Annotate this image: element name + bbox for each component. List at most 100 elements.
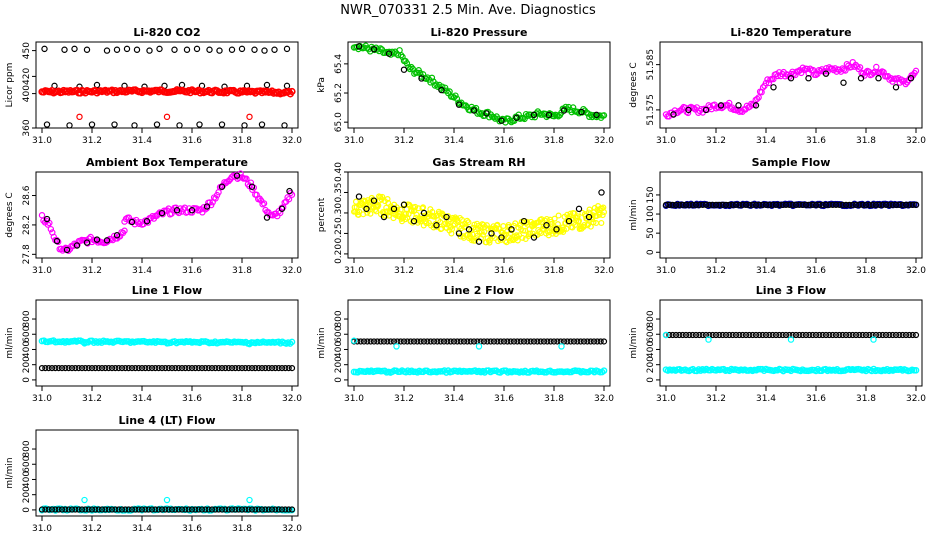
data-point — [407, 338, 414, 345]
data-point — [475, 238, 483, 245]
data-point — [121, 227, 128, 234]
data-point — [802, 201, 810, 208]
data-point — [43, 215, 51, 223]
data-point — [93, 81, 101, 89]
data-point — [62, 365, 69, 372]
series-0 — [41, 45, 291, 54]
data-point — [464, 217, 471, 224]
plot-marks — [662, 58, 920, 120]
data-point — [275, 365, 282, 372]
data-point — [212, 195, 219, 202]
plot-frame — [659, 41, 923, 129]
data-point — [819, 201, 826, 208]
data-point — [792, 331, 800, 339]
x-tick-label: 31.6 — [182, 524, 202, 534]
panel-title: Li-820 Temperature — [730, 26, 851, 39]
data-point — [390, 205, 398, 213]
data-point — [555, 212, 562, 219]
data-point — [580, 338, 588, 345]
x-tick-label: 31.0 — [32, 524, 52, 534]
data-point — [787, 75, 795, 82]
data-point — [281, 122, 288, 129]
x-tick-label: 31.4 — [444, 266, 464, 276]
data-point — [93, 236, 101, 243]
data-point — [470, 107, 478, 114]
data-point — [208, 365, 216, 372]
data-point — [500, 223, 507, 230]
x-tick-label: 31.2 — [82, 136, 102, 146]
y-axis-label: ml/min — [5, 457, 15, 488]
data-point — [430, 338, 438, 345]
x-tick-label: 31.8 — [544, 394, 564, 404]
data-point — [772, 201, 780, 208]
data-point — [460, 338, 468, 345]
data-point — [507, 338, 514, 345]
data-point — [829, 201, 836, 208]
data-point — [75, 506, 82, 513]
data-point — [152, 506, 159, 513]
plot-marks — [38, 45, 296, 129]
plot-marks — [351, 189, 607, 246]
data-point — [108, 365, 116, 372]
data-point — [756, 201, 763, 208]
data-point — [457, 233, 464, 240]
data-point — [111, 121, 118, 128]
data-point — [524, 338, 531, 345]
data-point — [769, 331, 776, 339]
data-point — [438, 86, 445, 94]
data-point — [411, 70, 418, 77]
data-point — [889, 201, 896, 208]
data-point — [380, 213, 388, 221]
data-point — [558, 343, 565, 350]
y-axis-label: degrees C — [629, 62, 639, 107]
data-point — [232, 506, 239, 513]
data-point — [565, 217, 573, 225]
data-point — [892, 201, 900, 208]
data-point — [88, 506, 96, 513]
data-point — [418, 75, 425, 82]
data-point — [545, 111, 553, 119]
data-point — [245, 506, 252, 513]
data-point — [716, 201, 723, 208]
data-point — [551, 215, 558, 222]
y-tick-label: 65.2 — [334, 83, 344, 103]
data-point — [832, 331, 840, 339]
data-point — [218, 121, 226, 128]
series-1 — [350, 337, 565, 350]
data-point — [285, 506, 292, 513]
panel-title: Line 1 Flow — [132, 284, 202, 297]
data-point — [423, 220, 430, 227]
data-point — [483, 222, 490, 229]
data-point — [702, 331, 710, 339]
panel-title: Li-820 Pressure — [431, 26, 528, 39]
data-point — [584, 338, 591, 345]
data-point — [906, 201, 913, 208]
data-point — [912, 201, 920, 208]
data-point — [587, 223, 594, 230]
data-point — [65, 365, 72, 372]
data-point — [92, 365, 99, 372]
data-point — [590, 219, 597, 226]
x-tick-label: 31.8 — [232, 394, 252, 404]
data-point — [265, 506, 272, 513]
data-point — [547, 338, 554, 345]
data-point — [892, 84, 900, 91]
data-point — [749, 331, 756, 339]
data-point — [899, 201, 906, 208]
data-point — [285, 365, 292, 372]
y-tick-label: 0.40 — [334, 162, 344, 182]
data-point — [255, 506, 262, 513]
data-point — [360, 338, 368, 345]
data-point — [225, 506, 232, 513]
data-point — [826, 331, 833, 339]
data-point — [246, 340, 253, 348]
data-point — [487, 338, 494, 345]
data-point — [138, 365, 146, 372]
data-point — [906, 331, 913, 339]
data-point — [520, 227, 527, 234]
data-point — [789, 201, 796, 208]
data-point — [504, 338, 511, 345]
data-point — [163, 496, 171, 504]
data-point — [527, 230, 534, 237]
data-point — [55, 365, 62, 372]
